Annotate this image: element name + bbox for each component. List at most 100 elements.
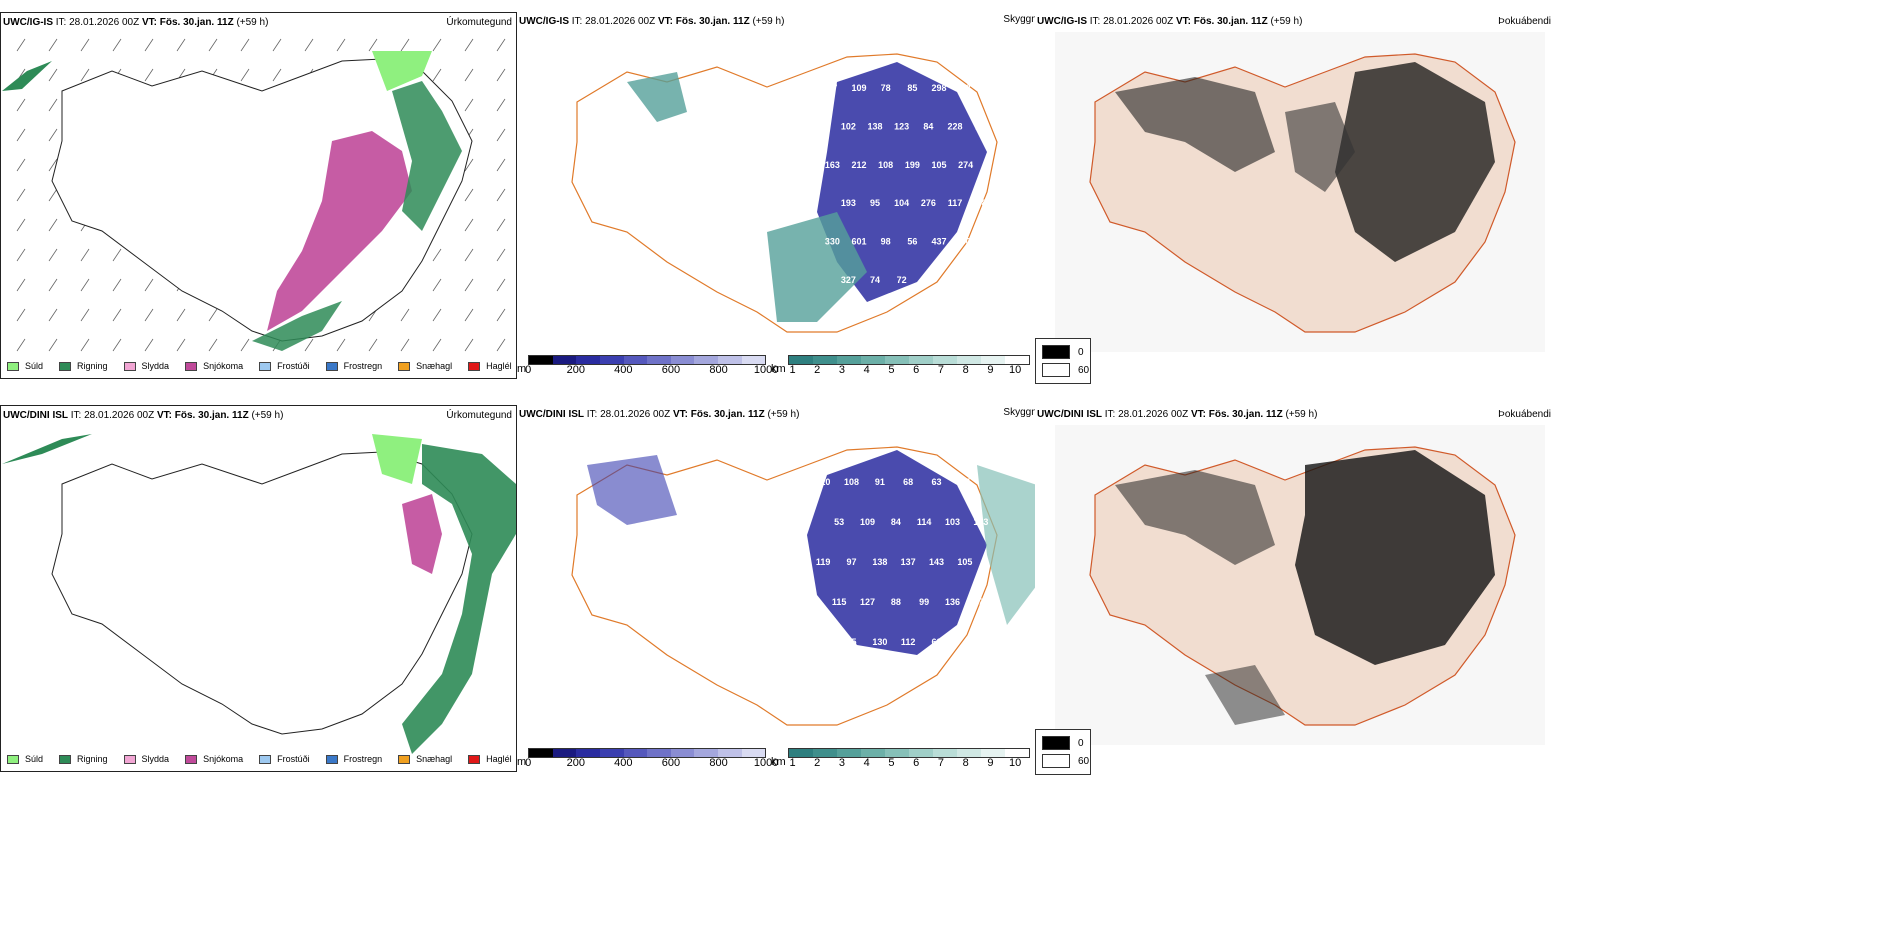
panel-header: UWC/IG-IS IT: 28.01.2026 00Z VT: Fös. 30… (1037, 16, 1303, 27)
visibility-value-label: 193 (841, 198, 856, 208)
panel-title: Þokuábendi (1498, 409, 1551, 420)
visibility-value-label: 102 (841, 122, 856, 132)
visibility-value-label: 74 (870, 275, 880, 285)
visibility-value-label: 138 (867, 122, 882, 132)
panel-title: Skyggni (1003, 14, 1039, 25)
legend-item: Slydda (123, 361, 169, 371)
visibility-km-colorbar: km 1 2 3 4 5 6 7 8 9 10 (771, 355, 1030, 376)
fog-panel-top: UWC/IG-IS IT: 28.01.2026 00Z VT: Fös. 30… (1035, 12, 1555, 384)
visibility-value-label: 108 (844, 477, 859, 487)
visibility-value-label: 112 (901, 637, 916, 647)
legend-label: Snjókoma (203, 361, 244, 371)
colorbar-tick: 8 (962, 364, 969, 376)
visibility-value-label: 105 (957, 557, 972, 567)
visibility-value-label: 91 (875, 477, 885, 487)
precip-type-panel-top: UWC/IG-IS IT: 28.01.2026 00Z VT: Fös. 30… (0, 12, 517, 379)
fog-legend-row: 0 (1042, 345, 1084, 359)
visibility-value-label: 199 (905, 160, 920, 170)
visibility-value-label: 103 (945, 517, 960, 527)
visibility-value-label: 127 (860, 597, 875, 607)
visibility-value-label: 786 (974, 122, 989, 132)
visibility-value-label: 67 (960, 477, 970, 487)
colorbar-tick: 400 (614, 757, 633, 769)
legend-swatch (259, 361, 272, 371)
legend-item: Haglél (468, 754, 512, 764)
colorbar-tick: 2 (814, 757, 821, 769)
colorbar-tick: 3 (838, 757, 846, 769)
visibility-value-label: 68 (903, 477, 913, 487)
colorbar-tick: 5 (888, 757, 895, 769)
panel-title: Skyggni (1003, 407, 1039, 418)
visibility-value-label: 72 (897, 275, 907, 285)
visibility-value-label: 137 (901, 557, 916, 567)
legend-item: Frostúði (259, 754, 310, 764)
legend-item: Rigning (59, 361, 108, 371)
colorbar-unit: km (771, 363, 786, 375)
colorbar-tick: 1000 (753, 364, 779, 376)
visibility-value-label: 88 (977, 198, 987, 208)
colorbar-tick: 0 (525, 364, 532, 376)
visibility-value-label: 143 (929, 557, 944, 567)
visibility-value-label: 55 (846, 637, 856, 647)
visibility-value-label: 109 (860, 517, 875, 527)
colorbar-tick: 4 (863, 364, 870, 376)
legend-item: Slydda (123, 754, 170, 764)
visibility-value-label: 95 (870, 198, 880, 208)
legend-item: Frostregn (325, 361, 383, 371)
visibility-value-label: 58 (961, 83, 971, 93)
colorbar-tick: 2 (814, 364, 821, 376)
precip-map (2, 31, 516, 361)
colorbar-unit: m (517, 363, 527, 375)
visibility-value-label: 105 (931, 160, 946, 170)
visibility-map: 110 108 91 68 63 67 53 109 84 114 103 123 119 97 138 13… (537, 425, 1037, 745)
legend-label: Rigning (77, 754, 108, 764)
legend-label: Frostúði (277, 754, 310, 764)
visibility-value-label: 136 (945, 597, 960, 607)
visibility-map: 97 109 78 85 298 58 102 138 123 84 228 786 163 212 108… (537, 32, 1017, 352)
visibility-value-label: 84 (891, 517, 901, 527)
panel-header: UWC/DINI ISL IT: 28.01.2026 00Z VT: Fös.… (1037, 409, 1318, 420)
legend-label: Slydda (141, 754, 170, 764)
visibility-km-colorbar: km 1 2 3 4 5 6 7 8 9 10 (771, 748, 1030, 769)
colorbar-tick: 10 (1009, 757, 1022, 769)
colorbar-tick: 1 (789, 757, 796, 769)
legend-label: Frostúði (277, 361, 310, 371)
colorbar-tick: 4 (863, 757, 870, 769)
colorbar-tick: 3 (838, 364, 846, 376)
visibility-value-label: 78 (881, 83, 891, 93)
visibility-value-label: 60 (961, 237, 971, 247)
legend-label: Frostregn (343, 754, 383, 764)
colorbar-tick: 8 (962, 757, 969, 769)
colorbar-tick: 400 (614, 364, 633, 376)
legend-swatch (123, 361, 136, 371)
visibility-value-label: 123 (973, 517, 988, 527)
visibility-value-label: 212 (851, 160, 866, 170)
visibility-value-label: 98 (881, 237, 891, 247)
legend-swatch (7, 361, 19, 371)
legend-item: Snjókoma (185, 754, 243, 764)
visibility-value-label: 97 (827, 83, 837, 93)
legend-item: Frostúði (259, 361, 310, 371)
colorbar-tick: 1000 (753, 757, 779, 769)
visibility-value-label: 110 (816, 477, 831, 487)
colorbar-unit: m (517, 756, 527, 768)
precip-legend: Súld Rigning Slydda Snjókoma Frostúði Frostre… (7, 361, 524, 371)
legend-label: Súld (25, 361, 44, 371)
fog-legend-value: 0 (1078, 737, 1084, 749)
legend-item: Rigning (59, 754, 108, 764)
visibility-panel-top: UWC/IG-IS IT: 28.01.2026 00Z VT: Fös. 30… (517, 12, 1039, 379)
fog-panel-bottom: UWC/DINI ISL IT: 28.01.2026 00Z VT: Fös.… (1035, 405, 1555, 775)
visibility-value-label: 114 (917, 517, 932, 527)
visibility-value-label: 117 (948, 198, 963, 208)
legend-item: Snæhagl (398, 361, 452, 371)
visibility-value-label: 163 (825, 160, 840, 170)
visibility-value-label: 104 (894, 198, 909, 208)
legend-label: Haglél (486, 361, 512, 371)
fog-legend-value: 60 (1078, 364, 1090, 376)
legend-item: Haglél (468, 361, 512, 371)
legend-swatch (325, 361, 338, 371)
visibility-value-label: 85 (907, 83, 917, 93)
legend-swatch (398, 361, 411, 371)
legend-label: Frostregn (343, 361, 383, 371)
fog-legend-row: 0 (1042, 736, 1084, 750)
